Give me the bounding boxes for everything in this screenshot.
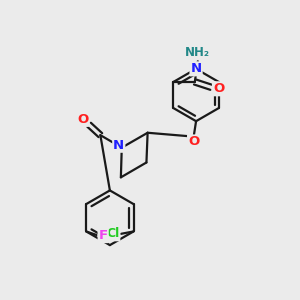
Text: F: F — [99, 229, 108, 242]
Text: O: O — [188, 136, 199, 148]
Text: O: O — [77, 113, 88, 126]
Text: Cl: Cl — [106, 227, 119, 240]
Text: NH₂: NH₂ — [185, 46, 210, 59]
Text: O: O — [213, 82, 224, 95]
Text: N: N — [190, 62, 202, 75]
Text: N: N — [113, 139, 124, 152]
